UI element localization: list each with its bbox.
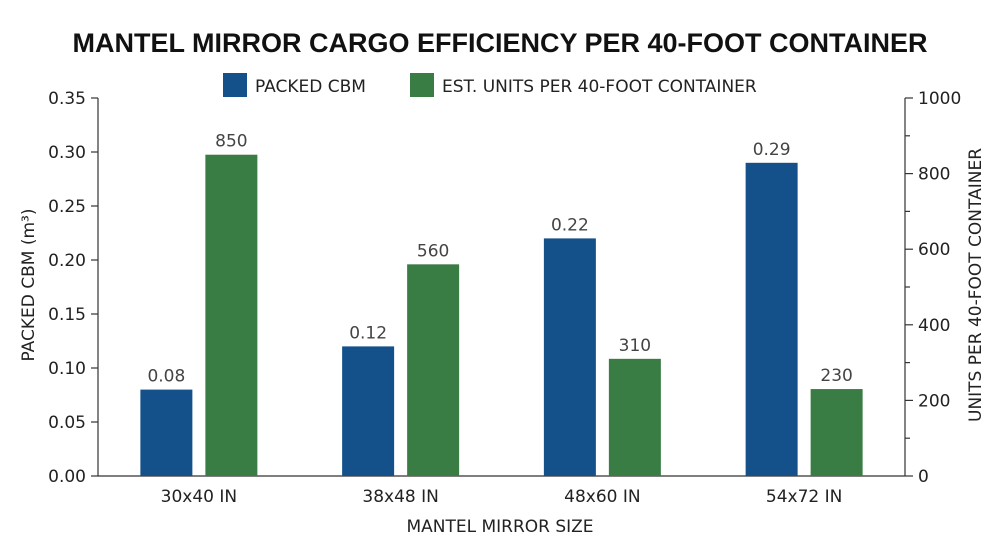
left-tick-label: 0.20 <box>48 251 86 271</box>
legend-swatch-2 <box>410 73 434 97</box>
right-tick-label: 0 <box>918 467 929 487</box>
x-tick-label: 38x48 IN <box>362 487 438 507</box>
legend: PACKED CBM EST. UNITS PER 40-FOOT CONTAIN… <box>223 73 757 97</box>
x-tick-label: 48x60 IN <box>564 487 640 507</box>
bar-units-1 <box>205 154 258 476</box>
x-tick-label: 54x72 IN <box>766 487 842 507</box>
right-tick-label: 800 <box>918 165 950 185</box>
left-tick-label: 0.10 <box>48 359 86 379</box>
bar-packed-cbm-2 <box>342 346 395 476</box>
bar-units-2 <box>407 264 460 476</box>
bars: 0.08 850 0.12 560 0.22 310 0.29 230 <box>140 132 863 477</box>
data-label-packed-cbm-3: 0.22 <box>551 215 589 235</box>
x-axis: 30x40 IN 38x48 IN 48x60 IN 54x72 IN <box>161 487 843 507</box>
right-tick-label: 400 <box>918 316 950 336</box>
right-tick-label: 600 <box>918 240 950 260</box>
right-tick-label: 200 <box>918 391 950 411</box>
data-label-packed-cbm-4: 0.29 <box>753 140 791 160</box>
right-y-axis: 0 200 400 600 800 1000 <box>905 89 961 487</box>
bar-packed-cbm-1 <box>140 389 193 476</box>
data-label-units-4: 230 <box>820 366 852 386</box>
data-label-packed-cbm-2: 0.12 <box>349 323 387 343</box>
bar-units-3 <box>608 358 661 476</box>
bar-packed-cbm-3 <box>543 238 596 476</box>
bar-packed-cbm-4 <box>745 162 798 477</box>
right-tick-label: 1000 <box>918 89 961 109</box>
data-label-units-3: 310 <box>619 336 651 356</box>
right-y-axis-title: UNITS PER 40-FOOT CONTAINER <box>966 148 986 422</box>
left-tick-label: 0.00 <box>48 467 86 487</box>
legend-label-1: PACKED CBM <box>255 77 366 97</box>
legend-swatch-1 <box>223 73 247 97</box>
left-tick-label: 0.30 <box>48 143 86 163</box>
left-tick-label: 0.25 <box>48 197 86 217</box>
bar-units-4 <box>810 389 863 476</box>
legend-label-2: EST. UNITS PER 40-FOOT CONTAINER <box>442 77 757 97</box>
x-tick-label: 30x40 IN <box>161 487 237 507</box>
left-tick-label: 0.05 <box>48 413 86 433</box>
data-label-packed-cbm-1: 0.08 <box>147 367 185 387</box>
data-label-units-2: 560 <box>417 241 449 261</box>
left-tick-label: 0.15 <box>48 305 86 325</box>
x-axis-title: MANTEL MIRROR SIZE <box>406 517 593 537</box>
left-tick-label: 0.35 <box>48 89 86 109</box>
left-y-axis: 0.00 0.05 0.10 0.15 0.20 0.25 0.30 0.35 <box>48 89 98 487</box>
chart-title: MANTEL MIRROR CARGO EFFICIENCY PER 40-FO… <box>72 28 927 58</box>
data-label-units-1: 850 <box>215 132 247 152</box>
left-y-axis-title: PACKED CBM (m³) <box>19 209 39 362</box>
